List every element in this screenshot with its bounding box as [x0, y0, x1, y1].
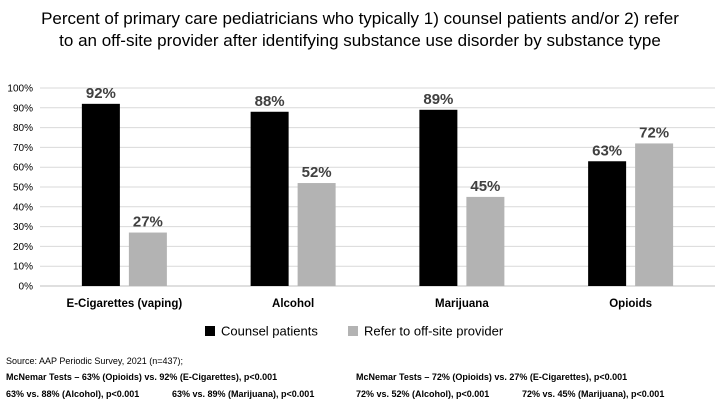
- y-tick-label: 60%: [13, 163, 33, 174]
- data-label: 52%: [302, 164, 332, 181]
- legend: Counsel patients Refer to off-site provid…: [205, 324, 504, 339]
- bars: [81, 103, 674, 286]
- data-label: 63%: [592, 142, 622, 159]
- x-category-label: Opioids: [609, 298, 652, 310]
- y-tick-label: 0%: [19, 282, 34, 293]
- y-tick-label: 70%: [13, 143, 33, 154]
- data-label: 89%: [423, 91, 453, 108]
- bar-counsel: [250, 111, 289, 286]
- y-axis-tick-labels: 0% 10% 20% 30% 40% 50% 60% 70% 80% 90% 100%: [7, 84, 33, 293]
- data-label: 72%: [639, 124, 669, 141]
- chart-title: Percent of primary care pediatricians wh…: [41, 9, 679, 50]
- legend-label: Counsel patients: [221, 324, 318, 339]
- bar-refer: [128, 232, 167, 286]
- bar-refer: [466, 196, 505, 286]
- y-tick-label: 20%: [13, 242, 33, 253]
- data-label: 92%: [86, 85, 116, 102]
- y-tick-label: 100%: [7, 84, 33, 95]
- bar-counsel: [81, 103, 120, 286]
- data-label: 45%: [470, 178, 500, 195]
- bar-chart: 0% 10% 20% 30% 40% 50% 60% 70% 80% 90% 100% 92% 27%…: [7, 84, 715, 339]
- y-tick-label: 10%: [13, 262, 33, 273]
- data-labels: 92% 27% 88% 52% 89% 45% 63% 72%: [86, 85, 669, 231]
- y-tick-label: 90%: [13, 103, 33, 114]
- data-label: 27%: [133, 214, 163, 231]
- x-category-label: E-Cigarettes (vaping): [67, 298, 183, 310]
- x-category-label: Alcohol: [272, 298, 314, 310]
- legend-swatch: [348, 326, 358, 336]
- bar-refer: [297, 183, 336, 286]
- bar-counsel: [588, 161, 627, 286]
- footnote-left-line2b: 63% vs. 89% (Marijuana), p<0.001: [172, 389, 315, 399]
- x-category-label: Marijuana: [435, 298, 489, 310]
- legend-swatch: [205, 326, 215, 336]
- y-tick-label: 80%: [13, 123, 33, 134]
- data-label: 88%: [255, 93, 285, 110]
- footnote-right-line2a: 72% vs. 52% (Alcohol), p<0.001: [356, 389, 490, 399]
- bar-counsel: [419, 109, 458, 286]
- footnote-left-line1: McNemar Tests – 63% (Opioids) vs. 92% (E…: [6, 372, 278, 382]
- y-tick-label: 30%: [13, 222, 33, 233]
- footnote-right-line1: McNemar Tests – 72% (Opioids) vs. 27% (E…: [356, 372, 628, 382]
- footnote-source: Source: AAP Periodic Survey, 2021 (n=437…: [6, 356, 184, 366]
- x-axis-category-labels: E-Cigarettes (vaping) Alcohol Marijuana Opi…: [67, 298, 652, 310]
- y-tick-label: 40%: [13, 202, 33, 213]
- bar-refer: [635, 143, 674, 286]
- y-tick-label: 50%: [13, 183, 33, 194]
- footnote-right-line2b: 72% vs. 45% (Marijuana), p<0.001: [522, 389, 665, 399]
- legend-label: Refer to off-site provider: [364, 324, 504, 339]
- footnote-left-line2a: 63% vs. 88% (Alcohol), p<0.001: [6, 389, 140, 399]
